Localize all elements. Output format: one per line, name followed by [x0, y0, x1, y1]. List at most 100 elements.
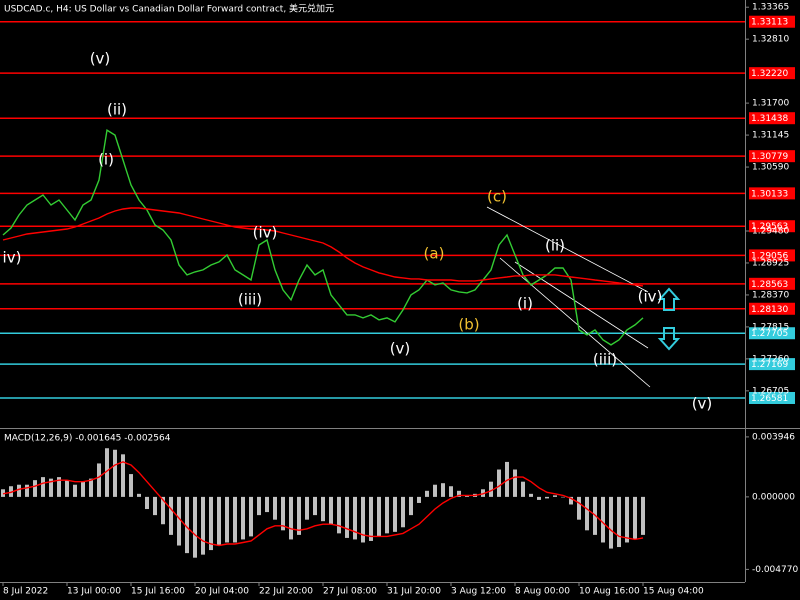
price-line: [2, 128, 644, 346]
x-tick-label: 3 Aug 12:00: [451, 587, 506, 597]
histogram-bar: [393, 496, 397, 532]
y2-tick-label: -0.004770: [752, 565, 798, 575]
level-label: 1.28130: [751, 305, 788, 315]
wave-label: (a): [424, 245, 445, 263]
wave-label: (v): [692, 395, 713, 413]
level-label-box: [749, 112, 795, 125]
histogram-bar: [137, 493, 141, 497]
histogram-bar: [433, 484, 437, 497]
histogram-bar: [161, 496, 165, 525]
levels: 1.33113 1.32220 1.31438 1.30779 1.30133 1.295…: [0, 15, 795, 404]
histogram-bar: [577, 496, 581, 520]
signal-line: [2, 461, 644, 547]
histogram-bar: [177, 496, 181, 546]
histogram-bar: [249, 496, 253, 537]
histogram-bar: [97, 463, 101, 497]
histogram-bar: [497, 469, 501, 497]
histogram-bar: [449, 486, 453, 497]
y-tick-label: 1.29480: [752, 226, 789, 236]
histogram-bar: [145, 496, 149, 510]
histogram-bar: [209, 496, 213, 551]
wave-label: (iii): [593, 351, 617, 369]
histogram-bar: [617, 496, 621, 548]
histogram-bar: [273, 496, 277, 520]
histogram-bar: [257, 496, 261, 516]
histogram-bar: [537, 496, 541, 500]
histogram-bar: [561, 496, 565, 498]
plot: [1, 128, 645, 558]
histogram-bar: [225, 496, 229, 543]
histogram-bar: [105, 448, 109, 497]
histogram-bar: [321, 496, 325, 522]
level-label: 1.33113: [751, 18, 788, 28]
y-tick-label: 1.27815: [752, 322, 789, 332]
level-label: 1.30133: [751, 189, 788, 199]
level-label: 1.29563: [751, 222, 788, 232]
level-label: 1.27705: [751, 329, 788, 339]
level-label: 1.30779: [751, 152, 788, 162]
histogram-bar: [121, 454, 125, 497]
level-label-box: [749, 220, 795, 233]
histogram-bar: [633, 496, 637, 540]
x-tick-label: 22 Jul 20:00: [259, 587, 313, 597]
histogram-bar: [329, 496, 333, 525]
histogram-bar: [185, 496, 189, 554]
x-tick-label: 15 Jul 16:00: [131, 587, 185, 597]
histogram-bar: [377, 496, 381, 537]
y-tick-label: 1.26705: [752, 386, 789, 396]
down-arrow: [657, 327, 681, 351]
y-tick-label: 1.30590: [752, 163, 789, 173]
histogram-bar: [409, 496, 413, 516]
histogram-bar: [49, 478, 53, 497]
level-label: 1.27169: [751, 360, 788, 370]
level-label-box: [749, 277, 795, 290]
y-tick-label: 1.28370: [752, 290, 789, 300]
histogram-bar: [1, 489, 5, 497]
level-label-box: [749, 327, 795, 340]
y-tick-label: 1.31700: [752, 99, 789, 109]
wave-label: (i): [98, 151, 114, 169]
histogram-bar: [353, 496, 357, 540]
wave-label: iv): [3, 249, 22, 267]
histogram-bar: [337, 496, 341, 534]
y2-tick-label: 0.000000: [752, 492, 795, 502]
level-label-box: [749, 302, 795, 315]
level-label: 1.32220: [751, 69, 788, 79]
x-tick-label: 10 Aug 16:00: [579, 587, 640, 597]
level-label-box: [749, 391, 795, 404]
up-arrow: [657, 287, 681, 311]
histogram-bar: [457, 490, 461, 497]
level-label-box: [749, 15, 795, 28]
histogram-bar: [385, 496, 389, 534]
histogram-bar: [361, 496, 365, 543]
x-tick-label: 15 Aug 04:00: [643, 587, 704, 597]
histogram-bar: [417, 496, 421, 503]
wave-label: (v): [90, 50, 111, 68]
histogram-bar: [569, 496, 573, 505]
y-tick-label: 1.28925: [752, 258, 789, 268]
x-tick-label: 31 Jul 20:00: [387, 587, 441, 597]
histogram-bar: [585, 496, 589, 531]
histogram-bar: [529, 493, 533, 497]
level-label-box: [749, 187, 795, 200]
histogram-bar: [625, 496, 629, 543]
chart-title: USDCAD.c, H4: US Dollar vs Canadian Doll…: [4, 3, 334, 15]
histogram-bar: [425, 490, 429, 497]
x-tick-label: 20 Jul 04:00: [195, 587, 249, 597]
level-label-box: [749, 150, 795, 163]
level-label: 1.28563: [751, 280, 788, 290]
histogram-bar: [345, 496, 349, 538]
histogram-bar: [545, 496, 549, 499]
x-tick-label: 13 Jul 00:00: [67, 587, 121, 597]
histogram-bar: [89, 478, 93, 497]
histogram-bar: [369, 496, 373, 541]
histogram-bar: [65, 480, 69, 497]
histogram-bar: [489, 481, 493, 497]
histogram-bar: [233, 496, 237, 543]
histogram-bar: [289, 496, 293, 540]
histogram-bar: [17, 484, 21, 497]
wave-label: (i): [517, 295, 533, 313]
wave-label: (iii): [238, 291, 262, 309]
histogram-bar: [241, 496, 245, 540]
